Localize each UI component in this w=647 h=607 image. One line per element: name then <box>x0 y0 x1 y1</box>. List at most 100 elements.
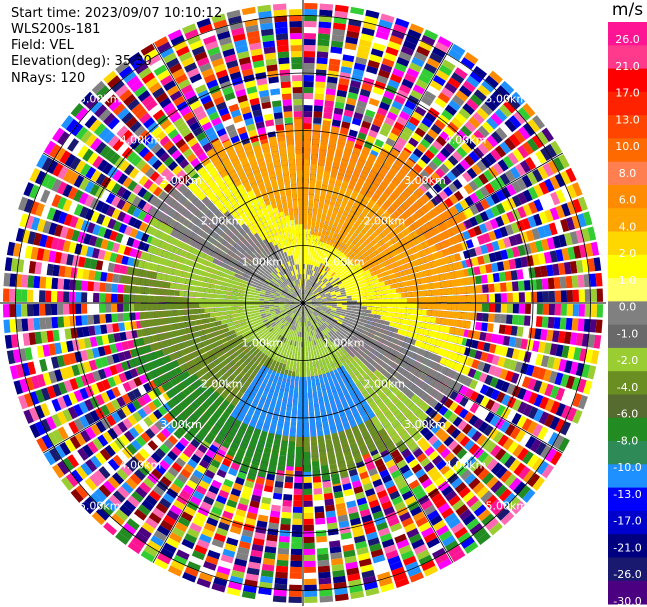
noise-gate <box>313 111 323 118</box>
noise-gate <box>315 69 327 77</box>
noise-gate <box>348 86 360 95</box>
noise-gate <box>593 334 602 349</box>
noise-gate <box>318 571 331 579</box>
noise-gate <box>325 510 336 518</box>
noise-gate <box>492 162 504 175</box>
noise-gate <box>507 152 519 165</box>
velocity-gate <box>303 159 310 165</box>
noise-gate <box>293 105 303 112</box>
noise-gate <box>535 441 547 456</box>
noise-gate <box>552 434 565 449</box>
noise-gate <box>504 224 514 236</box>
noise-gate <box>492 89 506 103</box>
velocity-gate <box>309 239 313 245</box>
noise-gate <box>564 360 573 374</box>
noise-gate <box>405 34 420 45</box>
noise-gate <box>488 293 495 303</box>
noise-gate <box>87 314 95 325</box>
noise-gate <box>575 332 584 347</box>
noise-gate <box>464 388 474 399</box>
noise-gate <box>304 590 318 597</box>
noise-gate <box>389 73 403 84</box>
noise-gate <box>452 416 463 427</box>
noise-gate <box>500 381 510 393</box>
velocity-gate <box>305 254 308 260</box>
noise-gate <box>578 289 585 302</box>
noise-gate <box>477 143 489 156</box>
noise-gate <box>366 65 379 75</box>
noise-gate <box>454 393 464 404</box>
noise-gate <box>424 149 435 160</box>
noise-gate <box>459 435 471 447</box>
noise-gate <box>368 129 378 139</box>
noise-gate <box>473 464 486 477</box>
velocity-gate <box>310 229 315 235</box>
noise-gate <box>536 460 549 475</box>
noise-gate <box>304 39 316 46</box>
noise-gate <box>480 198 490 210</box>
noise-gate <box>344 103 356 112</box>
noise-gate <box>456 146 468 158</box>
noise-gate <box>532 340 540 352</box>
noise-gate <box>304 566 317 573</box>
noise-gate <box>542 291 549 303</box>
noise-gate <box>492 431 504 444</box>
noise-gate <box>590 304 597 318</box>
noise-gate <box>563 331 572 345</box>
noise-gate <box>546 237 556 250</box>
noise-gate <box>507 496 521 511</box>
noise-gate <box>460 142 472 154</box>
noise-gate <box>3 288 10 302</box>
noise-gate <box>317 553 329 561</box>
noise-gate <box>375 30 390 41</box>
noise-gate <box>490 192 501 205</box>
noise-gate <box>499 282 507 292</box>
noise-gate <box>572 289 579 302</box>
noise-gate <box>500 213 510 225</box>
noise-gate <box>522 389 533 403</box>
noise-gate <box>303 57 315 64</box>
noise-gate <box>552 357 562 371</box>
noise-gate <box>304 578 317 585</box>
velocity-gate <box>311 149 319 155</box>
noise-gate <box>477 450 489 463</box>
noise-gate <box>520 338 529 350</box>
noise-gate <box>304 9 318 16</box>
noise-gate <box>289 27 302 34</box>
noise-gate <box>112 323 120 333</box>
noise-gate <box>533 408 544 422</box>
noise-gate <box>511 91 526 106</box>
noise-gate <box>469 70 484 84</box>
noise-gate <box>318 15 332 23</box>
noise-gate <box>471 163 483 176</box>
velocity-gate <box>306 234 310 240</box>
noise-gate <box>566 200 577 215</box>
noise-gate <box>313 494 323 501</box>
noise-gate <box>426 57 441 69</box>
noise-gate <box>290 548 303 555</box>
noise-gate <box>565 423 577 439</box>
noise-gate <box>393 121 405 132</box>
noise-gate <box>411 132 423 143</box>
noise-gate <box>416 143 427 154</box>
noise-gate <box>402 40 417 51</box>
noise-gate <box>423 90 437 102</box>
noise-gate <box>477 84 491 98</box>
noise-gate <box>454 67 468 80</box>
noise-gate <box>496 261 505 272</box>
noise-gate <box>522 488 536 503</box>
noise-gate <box>304 560 316 567</box>
noise-gate <box>303 500 313 507</box>
noise-gate <box>486 458 499 471</box>
noise-gate <box>485 263 493 274</box>
noise-gate <box>534 328 542 340</box>
noise-gate <box>45 290 52 302</box>
noise-gate <box>463 219 473 230</box>
noise-gate <box>318 21 332 29</box>
noise-gate <box>569 260 578 274</box>
noise-gate <box>292 518 303 525</box>
velocity-gate <box>307 219 312 225</box>
noise-gate <box>418 73 432 85</box>
velocity-gate <box>303 149 311 155</box>
noise-gate <box>560 373 570 388</box>
